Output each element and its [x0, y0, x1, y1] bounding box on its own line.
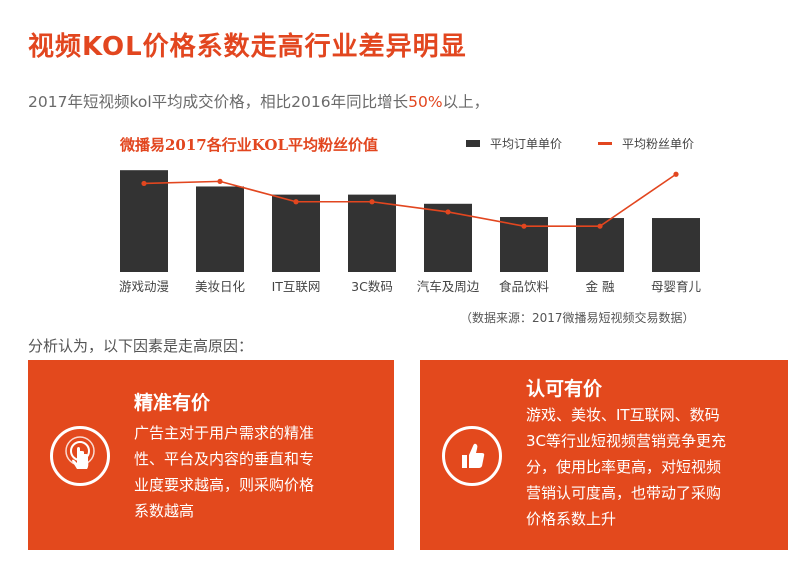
- series-line: [143, 173, 677, 227]
- bar: [652, 218, 700, 272]
- line-point: [293, 199, 299, 205]
- card-line: 营销认可度高，也带动了采购: [526, 484, 722, 502]
- x-tick-label: 汽车及周边: [417, 279, 480, 294]
- x-tick-label: IT互联网: [272, 279, 321, 294]
- line-point: [445, 209, 451, 215]
- subtitle-text-end: 以上，: [442, 93, 490, 111]
- line-point: [141, 180, 147, 187]
- x-tick-label: 金 融: [586, 279, 615, 294]
- legend-item-order-price: 平均订单单价: [466, 135, 562, 152]
- recognition-value-card: 认可有价 游戏、美妆、IT互联网、数码 3C等行业短视频营销竞争更充 分，使用比…: [420, 360, 788, 550]
- card-line: 广告主对于用户需求的精准: [134, 424, 315, 442]
- bar: [196, 186, 244, 272]
- legend-label: 平均粉丝单价: [622, 137, 695, 151]
- thumbs-up-icon: [442, 426, 502, 486]
- card-line: 性、平台及内容的垂直和专: [134, 450, 315, 468]
- card-line: 3C等行业短视频营销竞争更充: [526, 432, 727, 450]
- card-body: 广告主对于用户需求的精准 性、平台及内容的垂直和专 业度要求越高，则采购价格 系…: [134, 420, 374, 524]
- card-line: 游戏、美妆、IT互联网、数码: [526, 406, 720, 424]
- precision-value-card: 精准有价 广告主对于用户需求的精准 性、平台及内容的垂直和专 业度要求越高，则采…: [28, 360, 394, 550]
- card-heading: 精准有价: [134, 392, 211, 414]
- legend-swatch-line: [598, 142, 612, 145]
- bar: [120, 170, 168, 272]
- source-note: （数据来源：2017微播易短视频交易数据）: [460, 311, 695, 325]
- x-tick-label: 美妆日化: [195, 279, 246, 294]
- chart-title: 微播易2017各行业KOL平均粉丝价值: [120, 136, 378, 154]
- card-line: 系数越高: [134, 502, 195, 520]
- page-subtitle: 2017年短视频kol平均成交价格，相比2016年同比增长50%以上，: [28, 90, 489, 112]
- card-line: 价格系数上升: [526, 510, 617, 528]
- card-line: 分，使用比率更高，对短视频: [526, 458, 722, 476]
- legend-item-fan-price: 平均粉丝单价: [598, 135, 694, 152]
- analysis-intro: 分析认为，以下因素是走高原因：: [28, 337, 254, 355]
- bar: [348, 194, 396, 272]
- line-point: [521, 223, 527, 229]
- line-point: [673, 171, 679, 177]
- bar: [272, 194, 320, 272]
- bar-line-chart: 游戏动漫 美妆日化 IT互联网 3C数码 汽车及周边 食品饮料 金 融 母婴育儿: [119, 170, 702, 294]
- x-tick-label: 食品饮料: [499, 279, 550, 294]
- touch-hand-icon: [50, 426, 110, 486]
- legend-swatch-bar: [466, 140, 480, 147]
- legend-label: 平均订单单价: [490, 137, 563, 151]
- line-point: [217, 178, 223, 184]
- subtitle-text: 2017年短视频kol平均成交价格，相比2016年同比增长: [28, 93, 409, 111]
- line-point: [597, 223, 603, 229]
- subtitle-highlight: 50%: [408, 93, 443, 111]
- x-tick-label: 3C数码: [351, 279, 393, 294]
- line-point: [369, 199, 375, 205]
- card-line: 业度要求越高，则采购价格: [134, 476, 315, 494]
- card-body: 游戏、美妆、IT互联网、数码 3C等行业短视频营销竞争更充 分，使用比率更高，对…: [526, 402, 772, 532]
- card-heading: 认可有价: [526, 378, 603, 400]
- x-tick-label: 游戏动漫: [119, 279, 169, 294]
- page-title: 视频KOL价格系数走高行业差异明显: [28, 32, 467, 62]
- x-tick-label: 母婴育儿: [651, 279, 702, 294]
